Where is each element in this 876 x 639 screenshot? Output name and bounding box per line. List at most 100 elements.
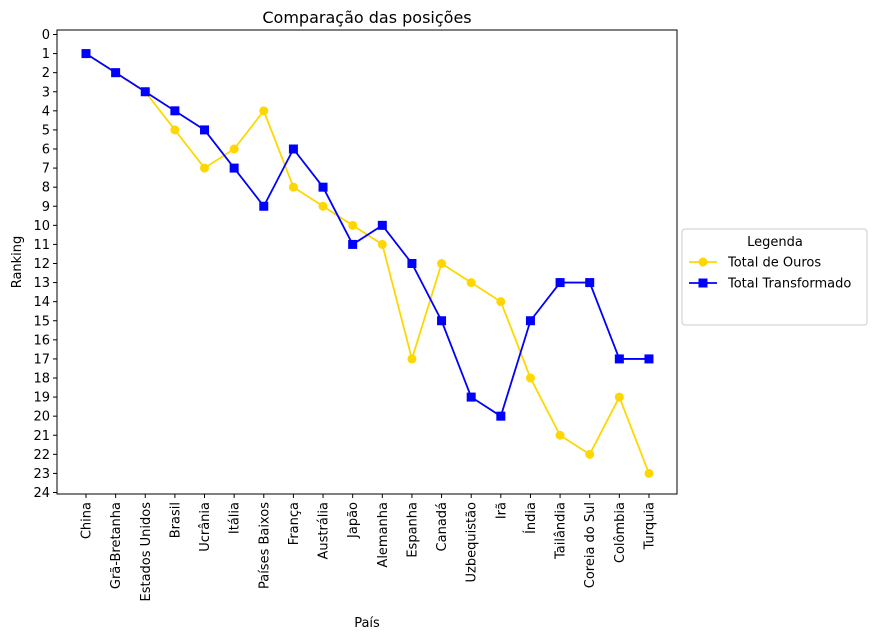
data-point [200,125,210,135]
x-tick-label: Coreia do Sul [583,502,598,588]
data-point [81,49,91,59]
y-tick-label: 2 [42,66,50,81]
data-point [555,278,565,288]
y-tick-label: 14 [33,295,50,310]
y-tick-label: 21 [33,429,50,444]
x-tick-label: Países Baixos [257,502,272,589]
x-tick-label: Estados Unidos [139,502,154,602]
data-point [585,278,595,288]
data-point [229,144,239,154]
x-axis-label: País [354,616,380,631]
data-point [437,259,447,268]
data-point [170,106,180,116]
y-tick-label: 13 [33,276,50,291]
data-point [259,106,269,116]
x-tick-label: Itália [228,502,243,534]
legend-title: Legenda [747,235,803,250]
x-tick-label: Tailândia [554,502,569,560]
y-tick-label: 20 [33,410,50,425]
data-point [407,354,417,364]
y-tick-label: 0 [42,28,50,43]
y-tick-label: 11 [33,238,50,253]
y-tick-label: 16 [33,333,50,348]
y-tick-label: 6 [42,143,50,158]
data-point [555,430,565,440]
x-tick-label: Colômbia [613,502,628,563]
x-tick-label: França [287,502,302,545]
legend-label: Total de Ouros [727,256,821,271]
legend-item: Total de Ouros [689,256,821,271]
y-tick-label: 12 [33,257,50,272]
y-tick-label: 9 [42,200,50,215]
x-tick-label: Canadá [435,502,450,551]
data-point [140,87,150,97]
x-tick-label: Brasil [168,502,183,538]
x-tick-label: Uzbequistão [465,502,480,583]
data-point [585,449,595,459]
data-point [377,220,387,230]
data-point [496,297,506,307]
x-tick-label: Índia [523,502,539,534]
x-tick-label: Grã-Bretanha [109,502,124,589]
x-tick-label: Ucrânia [198,502,213,552]
data-point [259,201,269,211]
y-axis-label: Ranking [10,236,25,289]
y-tick-label: 3 [42,85,50,100]
data-point [288,182,298,192]
plot-area [56,29,678,495]
data-point [525,373,535,383]
y-tick-label: 22 [33,448,50,463]
y-tick-label: 18 [33,372,50,387]
data-point [496,411,506,421]
data-point [377,239,387,249]
series-layer [81,49,654,478]
x-tick-label: Alemanha [376,502,391,568]
data-point [111,68,121,78]
data-point [614,354,624,364]
data-point [348,239,358,249]
y-tick-label: 1 [42,47,50,62]
data-point [170,125,180,135]
data-point [318,182,328,192]
y-tick-label: 15 [33,314,50,329]
data-point [644,354,654,364]
x-tick-label: Austrália [317,502,332,560]
x-axis: China Grã-Bretanha Estados Unidos Brasil Ucr… [80,494,657,602]
data-point [348,220,358,230]
data-point [229,163,239,173]
chart-title: Comparação das posições [262,8,471,27]
data-point [288,144,298,154]
y-tick-label: 23 [33,467,50,482]
y-tick-label: 10 [33,219,50,234]
x-tick-label: Japão [346,502,361,539]
x-tick-label: Turquia [642,502,657,550]
data-point [318,201,328,211]
data-point [525,316,535,326]
y-tick-label: 19 [33,391,50,406]
legend-box [681,228,868,326]
y-tick-label: 24 [33,486,50,501]
legend-item: Total Transformado [689,277,851,292]
data-point [437,316,447,326]
data-point [200,163,210,173]
y-tick-label: 17 [33,352,50,367]
legend: Legenda Total de Ouros Total Transformado [681,228,868,326]
y-tick-label: 5 [42,123,50,138]
data-point [466,278,476,288]
data-point [407,259,417,268]
legend-label: Total Transformado [727,277,851,292]
series-2 [81,49,654,421]
y-tick-label: 7 [42,162,50,177]
y-tick-label: 8 [42,181,50,196]
legend-marker [698,278,708,288]
data-point [614,392,624,402]
legend-marker [698,257,708,267]
x-tick-label: China [80,502,95,539]
series-line [85,52,649,418]
x-tick-label: Espanha [405,502,420,558]
y-tick-label: 4 [42,104,50,119]
data-point [466,392,476,402]
x-tick-label: Irã [494,502,509,519]
